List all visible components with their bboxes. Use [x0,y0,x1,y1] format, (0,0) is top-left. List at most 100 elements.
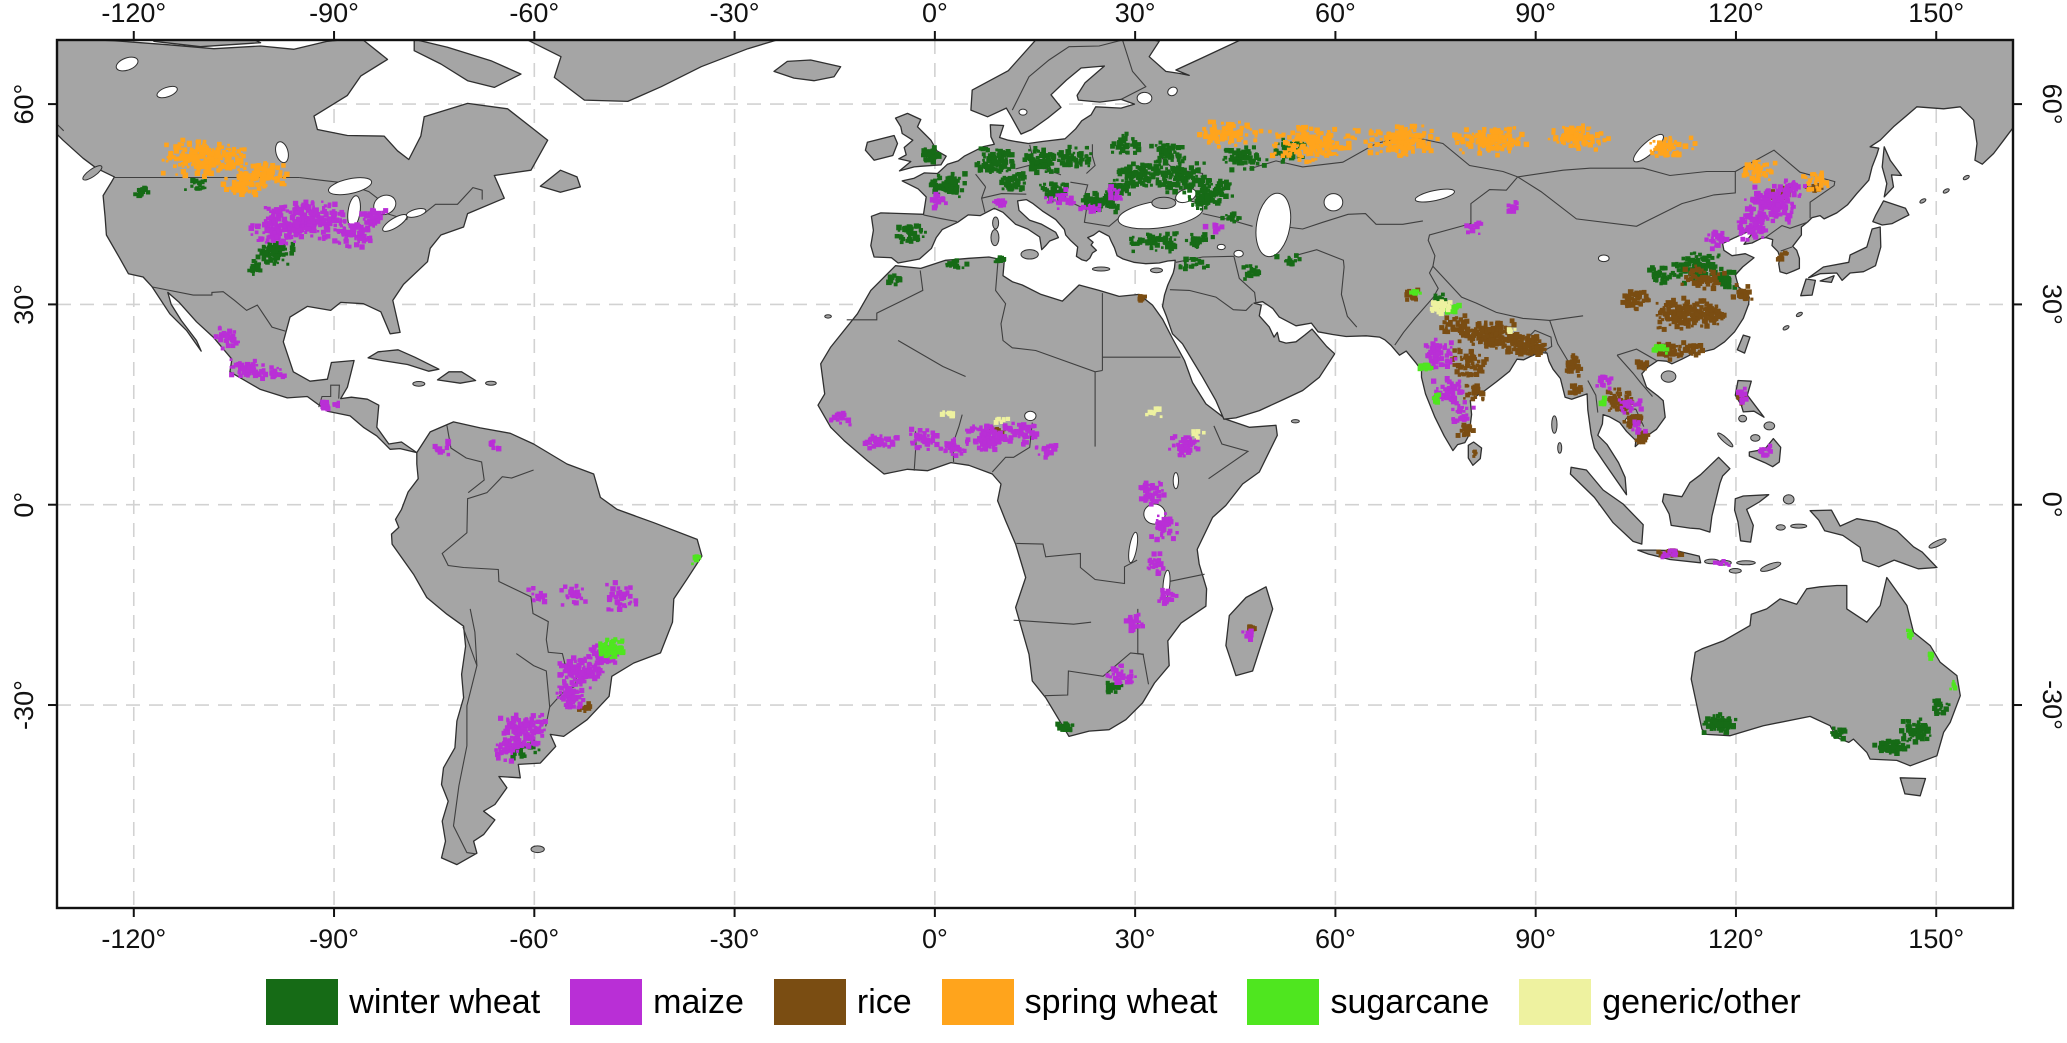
tick-label-bottom: 120° [1708,924,1764,954]
island-corsica [992,216,1000,230]
water-lake-vanern [1018,108,1028,116]
tick-label-top: -120° [101,0,166,28]
water-lake-superior [327,177,373,196]
land-hokkaido [1872,200,1910,226]
legend-item-rice: rice [773,978,912,1025]
island-palawan [1717,432,1734,448]
border-morocco-algeria [846,270,924,321]
tick-label-left: 30° [9,284,39,325]
tick-label-left: 0° [9,492,39,518]
legend: winter wheat maize rice spring wheat sugarca… [0,960,2067,1043]
tick-label-top: 0° [922,0,948,28]
legend-item-winter-wheat: winter wheat [266,978,541,1025]
water-lake-ladoga [1136,91,1153,105]
island-crete [1091,266,1111,272]
land-sulawesi [1733,494,1770,543]
island-hainan [1660,370,1677,383]
axis-ticks [48,31,2022,917]
island-buru [1775,524,1786,531]
border-saudi-north [1169,289,1253,311]
land-eurasia [870,40,2013,496]
border-china-vietnam [1616,348,1657,361]
crop-class-pixels [133,119,1958,764]
legend-label: generic/other [1602,982,1801,1021]
legend-label: sugarcane [1330,982,1490,1021]
tick-label-bottom: 30° [1115,924,1156,954]
tick-label-bottom: -30° [710,924,760,954]
border-south-africa-north [1044,652,1150,697]
land-greenland [526,40,780,103]
tick-label-right: 0° [2037,492,2067,518]
island-mindoro [1738,414,1748,423]
water-lake-ontario [405,208,427,218]
island-samar [1763,421,1776,431]
water-lake-onega [1167,86,1178,97]
land-iceland [773,59,842,82]
land-hispaniola [436,371,477,384]
legend-swatch [1247,978,1320,1025]
border-central-asia [1286,213,1423,230]
island-timor [1760,561,1782,572]
island-vancouver-island [82,165,103,181]
tick-label-right: -30° [2037,680,2067,730]
border-us-mexico [152,286,286,332]
border-iraq-iran [1233,256,1257,304]
land-africa [817,256,1278,738]
border-bulgaria [1083,209,1123,227]
tick-label-left: 60° [9,84,39,125]
map-frame [55,38,2015,910]
border-finland-russia [1120,40,1147,100]
tick-label-top: 60° [1315,0,1356,28]
legend-label: spring wheat [1024,982,1218,1021]
island-seram [1790,523,1808,529]
small-islands [82,165,1970,854]
legend-item-maize: maize [570,978,744,1025]
legend-label: winter wheat [349,982,541,1021]
island-socotra [1290,419,1300,424]
tick-label-bottom: 150° [1908,924,1964,954]
land-new-guinea [1809,509,1938,570]
border-alps [981,193,1027,199]
island-flores [1736,560,1756,566]
island-puerto-rico [485,380,497,386]
tick-label-top: 150° [1908,0,1964,28]
island-sicily [1020,249,1039,260]
water-great-slave-lake [156,85,178,99]
legend-swatch [773,978,846,1025]
land-kyushu [1800,278,1817,297]
land-shikoku [1819,275,1835,284]
island-okinawa-2 [1795,311,1803,318]
border-iran-pakistan [1340,266,1358,328]
border-argentina-chile [452,626,478,855]
island-canary-islands [824,314,832,319]
tick-label-top: -60° [509,0,559,28]
water-lake-van [1216,243,1226,251]
water-lake-winnipeg [275,141,289,164]
axis-tick-labels: -120° -120° -90° -90° -60° -60° -30° -30° 0° 0° 30… [9,0,2067,954]
land-borneo [1661,456,1731,533]
land-victoria-island [153,40,262,48]
water-lake-turkana [1172,472,1180,490]
tick-label-right: 30° [2037,284,2067,325]
border-argentina-paraguay [515,653,551,727]
island-halmahera [1782,494,1795,505]
tick-label-top: 90° [1515,0,1556,28]
border-guatemala-belize [318,384,340,408]
land-sumatra [1569,466,1644,545]
island-sardinia [990,229,1000,247]
border-korea-dmz [1780,246,1793,252]
island-andaman-islands [1551,415,1558,434]
island-kuril-1 [1919,198,1927,204]
world-crop-map: -120° -120° -90° -90° -60° -60° -30° -30° 0° 0° 30… [9,0,2067,954]
land-honshu [1808,226,1882,282]
island-sumba [1728,567,1742,574]
border-india-myanmar [1549,320,1569,361]
tick-label-top: -30° [710,0,760,28]
border-france-germany [975,173,987,188]
water-great-bear-lake [115,56,139,72]
border-spain-france [923,214,958,223]
land-sakhalin [1881,146,1903,198]
tick-label-top: 120° [1708,0,1764,28]
lakes-inland-seas [115,56,1716,599]
